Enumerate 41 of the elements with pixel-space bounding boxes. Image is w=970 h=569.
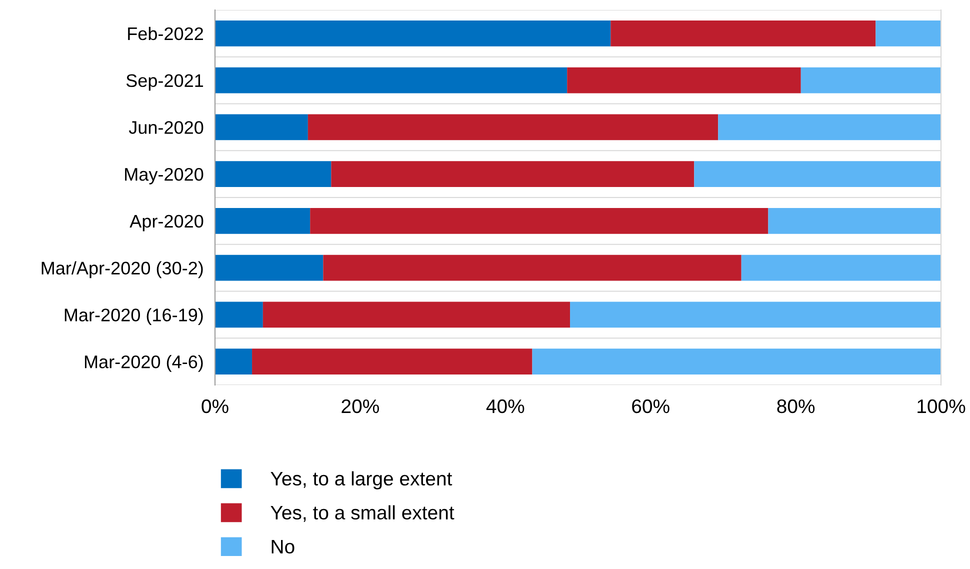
bar [215,114,308,140]
legend-label: Yes, to a small extent [270,505,454,522]
y-tick-label: Mar-2020 (16-19) [64,308,203,325]
y-tick-label: Jun-2020 [128,121,204,134]
x-tick-label: 100% [918,399,966,414]
bar [331,161,694,187]
bar [800,67,941,94]
bar [215,254,324,281]
bar [610,20,876,46]
bar [741,254,941,281]
bar [215,348,252,374]
bar [310,208,768,234]
bar [215,161,332,187]
bar [718,114,941,140]
x-tick-label: 80% [777,399,815,414]
y-tick-label: Mar-2020 (4-6) [84,355,203,372]
bar [262,302,570,328]
x-tick-label: 0% [202,399,228,414]
bar [567,67,801,94]
x-tick-label: 20% [342,399,379,414]
y-tick-label: Mar/Apr-2020 (30-2) [42,261,203,278]
bar [215,208,310,234]
bar [876,20,941,46]
bar [532,348,941,374]
y-tick-label: Apr-2020 [130,214,204,232]
y-tick-label: Sep-2021 [126,74,204,91]
y-tick-label: Feb-2022 [128,26,203,40]
bar [308,114,718,140]
bar [215,20,611,46]
bar [215,302,263,328]
bar [768,208,941,234]
x-tick-label: 40% [486,399,524,414]
bar [323,254,742,281]
x-tick-label: 60% [632,399,670,414]
legend-label: Yes, to a large extent [270,471,452,490]
bar [570,302,941,328]
bar [215,67,568,94]
bar [694,161,941,187]
y-tick-label: May-2020 [125,168,204,184]
bar [252,348,532,374]
legend-label: No [272,540,294,554]
